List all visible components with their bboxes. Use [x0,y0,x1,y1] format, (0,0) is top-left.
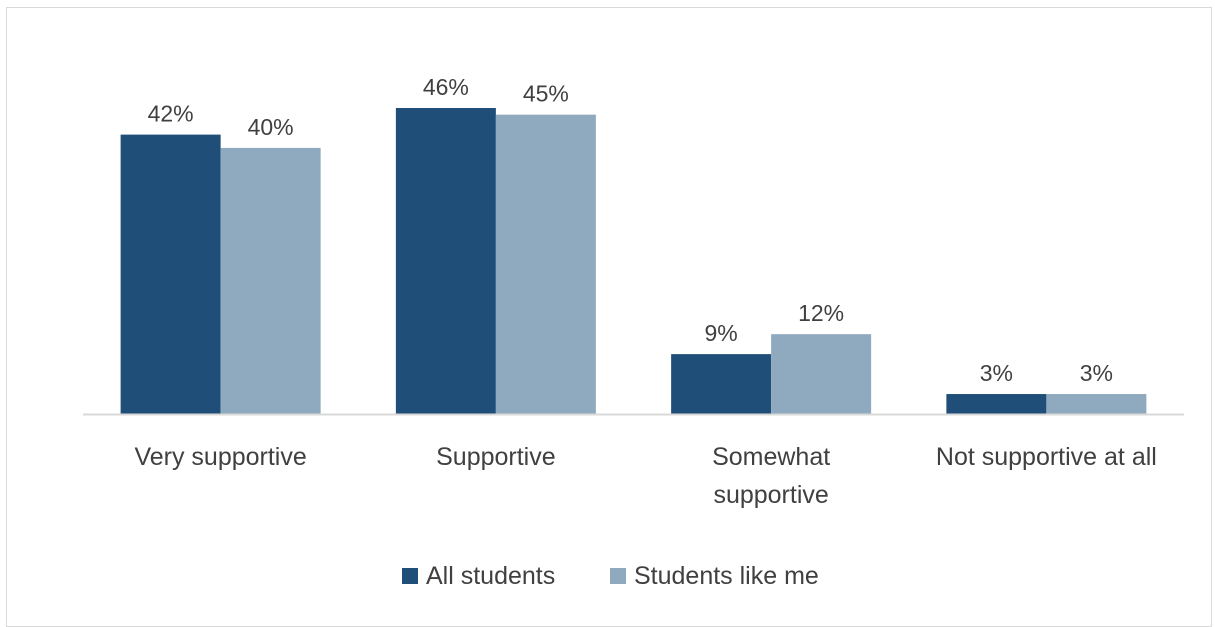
bar-students-like-me [771,334,872,414]
legend-label: Students like me [634,562,819,590]
x-tick-label: supportive [713,481,828,509]
x-tick-label: Very supportive [134,443,306,471]
bar-all-students [120,134,221,414]
bar-students-like-me [220,147,321,415]
x-tick-label: Supportive [436,443,556,471]
data-label: 45% [523,81,569,107]
bar-all-students [671,354,772,414]
legend-swatch-all-students [402,568,418,584]
data-label: 42% [148,101,194,127]
x-tick-label: Not supportive at all [936,443,1157,471]
data-label: 46% [423,74,469,100]
legend-label: All students [426,562,555,590]
bar-all-students [946,394,1047,414]
data-label: 12% [798,300,844,326]
bar-students-like-me [1046,394,1147,414]
data-label: 40% [248,114,294,140]
bar-students-like-me [495,114,596,415]
bar-chart: 42% 40% 46% 45% 9% 12% 3% 3% Very supportive Supp… [83,74,1184,590]
legend-swatch-students-like-me [610,568,626,584]
x-tick-label: Somewhat [712,443,830,471]
data-label: 9% [705,320,738,346]
data-label: 3% [980,360,1013,386]
data-label: 3% [1080,360,1113,386]
bar-all-students [395,108,496,414]
